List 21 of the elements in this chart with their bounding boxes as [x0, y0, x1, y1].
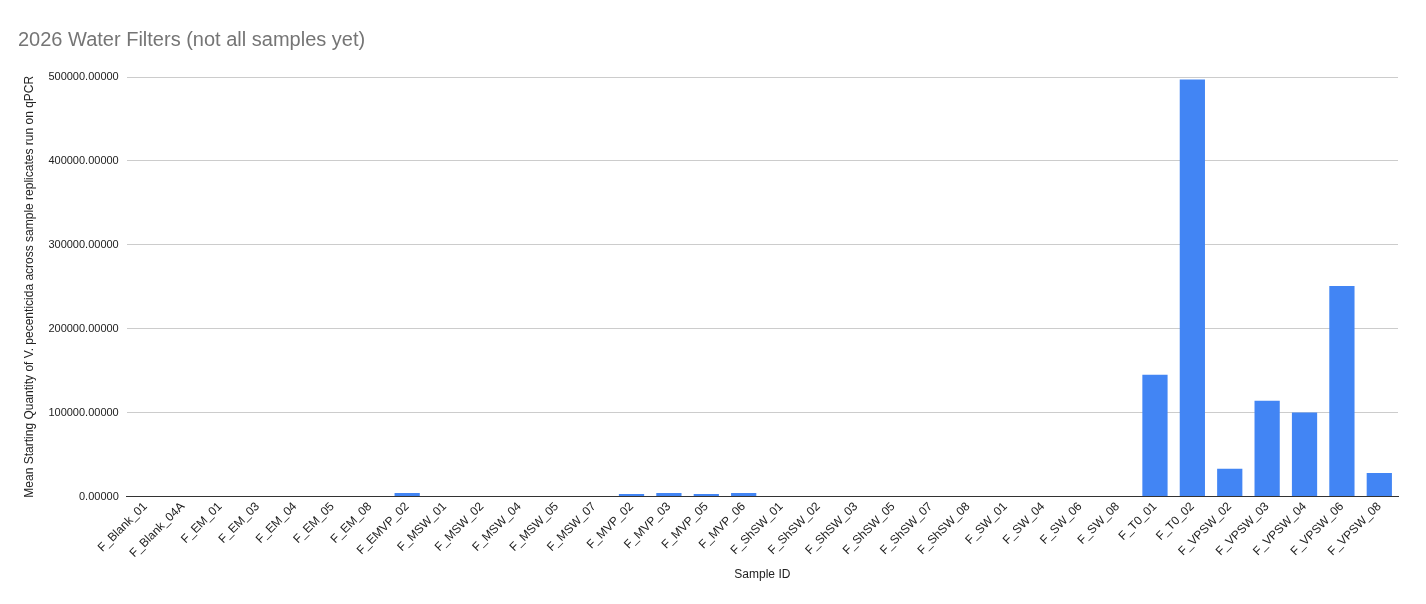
- bar: [1329, 285, 1355, 496]
- bar: [1217, 468, 1243, 496]
- bar: [618, 493, 645, 496]
- bar: [693, 493, 719, 496]
- x-axis-title: Sample ID: [734, 567, 791, 582]
- bar: [1254, 400, 1280, 496]
- bar: [1291, 412, 1318, 496]
- y-tick-label: 200000.00000: [48, 321, 119, 334]
- bar: [656, 493, 682, 496]
- chart-title: 2026 Water Filters (not all samples yet): [18, 27, 366, 50]
- y-tick-label: 100000.00000: [48, 405, 119, 418]
- bar: [394, 493, 420, 496]
- bar: [1366, 472, 1392, 496]
- y-tick-label: 500000.00000: [48, 70, 119, 83]
- y-tick-label: 300000.00000: [48, 237, 119, 250]
- bar: [1142, 374, 1168, 496]
- y-tick-label: 0.00000: [78, 489, 119, 502]
- bar: [731, 493, 757, 496]
- y-tick-label: 400000.00000: [48, 153, 119, 166]
- bar: [1179, 79, 1205, 496]
- y-axis-title: Mean Starting Quantity of V. pecenticida across sample replicates run on qPCR: [21, 75, 36, 498]
